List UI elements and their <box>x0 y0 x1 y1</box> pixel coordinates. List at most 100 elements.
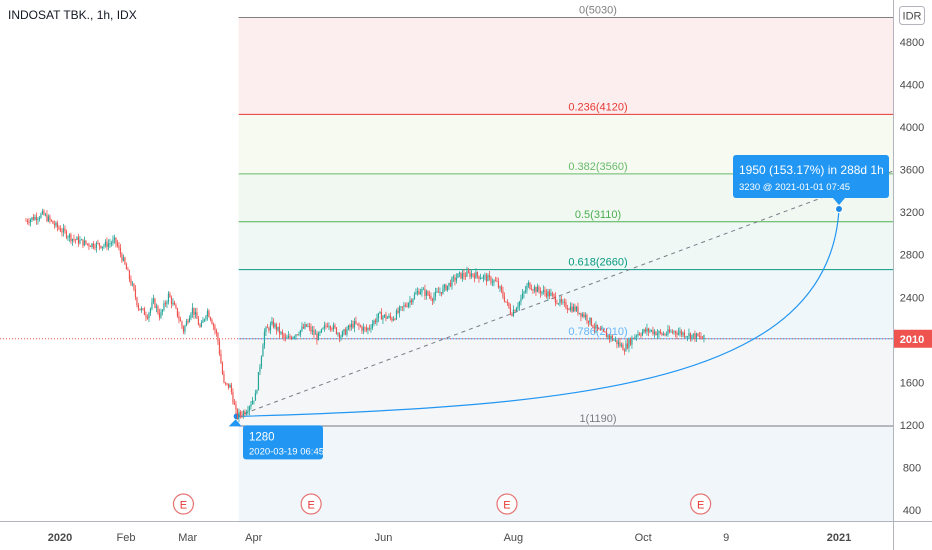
candle-body <box>62 228 65 233</box>
candle-body <box>458 272 461 274</box>
candle-body <box>73 238 75 240</box>
candle-body <box>389 315 392 318</box>
candle-body <box>616 339 618 345</box>
candle-body <box>571 306 573 312</box>
candle-body <box>304 324 306 329</box>
fibonacci-retracement[interactable]: 0(5030) 0.236(4120) 0.382(3560) 0.5(3110) 0.… <box>238 5 893 427</box>
candle-body <box>238 411 240 418</box>
candle-body <box>166 301 168 305</box>
candle-body <box>463 273 465 277</box>
candle-body <box>371 324 374 329</box>
candle-body <box>125 263 128 270</box>
candle-body <box>110 243 113 244</box>
candle-body <box>598 328 600 330</box>
candle-body <box>223 373 225 383</box>
candle-body <box>77 237 80 244</box>
candle-body <box>31 217 33 220</box>
candle-body <box>314 333 317 335</box>
candle-body <box>392 318 395 321</box>
candle-body <box>470 273 473 277</box>
candle-body <box>658 331 660 334</box>
fib-level-label: 0.236(4120) <box>568 101 627 113</box>
candle-body <box>667 329 669 335</box>
candle-body <box>196 312 198 319</box>
candle-body <box>65 231 68 238</box>
candle-body <box>430 296 432 300</box>
candle-body <box>190 313 192 319</box>
candle-body <box>518 301 521 307</box>
candle-body <box>554 295 557 303</box>
candle-body <box>601 329 603 331</box>
candle-body <box>275 324 278 331</box>
candle-body <box>566 308 569 310</box>
candle-body <box>286 337 288 339</box>
candle-body <box>547 291 549 297</box>
candle-body <box>634 336 636 339</box>
target-callout-sub: 3230 @ 2021-01-01 07:45 <box>739 182 850 193</box>
candle-body <box>131 283 134 285</box>
candle-body <box>25 220 27 222</box>
candle-body <box>262 345 264 357</box>
candle-body <box>670 331 672 333</box>
candle-body <box>680 331 683 335</box>
currency-badge[interactable]: IDR <box>899 6 925 25</box>
candle-body <box>95 242 98 249</box>
candle-body <box>461 273 464 279</box>
candle-body <box>164 303 167 305</box>
x-tick-label: Feb <box>116 532 135 544</box>
candle-body <box>569 306 572 310</box>
candle-body <box>395 310 398 320</box>
candle-body <box>362 327 365 331</box>
candle-body <box>191 307 194 314</box>
candle-body <box>454 277 456 281</box>
candle-body <box>563 301 566 303</box>
candle-body <box>253 400 255 402</box>
candle-body <box>559 299 561 304</box>
candle-body <box>271 321 273 325</box>
candle-body <box>53 223 56 226</box>
candle-body <box>440 291 443 294</box>
candle-body <box>40 213 42 218</box>
current-price-value: 2010 <box>900 334 924 346</box>
y-tick-label: 4400 <box>900 80 924 92</box>
candle-body <box>86 243 89 245</box>
candle-body <box>344 329 347 335</box>
candle-body <box>92 243 95 248</box>
candle-body <box>629 339 632 345</box>
candle-body <box>83 240 86 246</box>
candle-body <box>236 409 239 418</box>
candle-body <box>332 325 335 330</box>
candle-body <box>584 315 587 318</box>
x-tick-label: Aug <box>504 532 524 544</box>
candle-body <box>493 280 495 283</box>
candle-body <box>29 219 32 223</box>
candle-body <box>391 317 393 321</box>
candle-body <box>170 297 173 304</box>
candle-body <box>607 335 609 338</box>
candle-body <box>683 332 686 337</box>
candle-body <box>104 241 107 246</box>
candle-body <box>274 324 276 328</box>
candle-body <box>698 335 701 337</box>
candle-body <box>484 275 486 277</box>
candle-body <box>665 334 668 336</box>
candle-body <box>343 329 345 332</box>
candle-body <box>692 333 695 335</box>
candle-body <box>589 317 591 323</box>
candle-body <box>527 282 530 286</box>
candle-body <box>295 334 297 337</box>
candle-body <box>457 273 459 278</box>
candle-body <box>235 404 237 410</box>
candle-body <box>514 310 516 312</box>
earnings-marker-circle <box>300 493 322 515</box>
earnings-marker: E <box>172 493 195 515</box>
fib-level-label: 0.5(3110) <box>575 209 621 221</box>
candle-body <box>154 298 156 308</box>
candle-body <box>659 331 662 333</box>
candle-body <box>619 342 621 346</box>
candle-body <box>358 323 360 326</box>
candle-body <box>613 340 615 341</box>
candle-body <box>553 294 555 296</box>
candle-body <box>98 243 101 246</box>
